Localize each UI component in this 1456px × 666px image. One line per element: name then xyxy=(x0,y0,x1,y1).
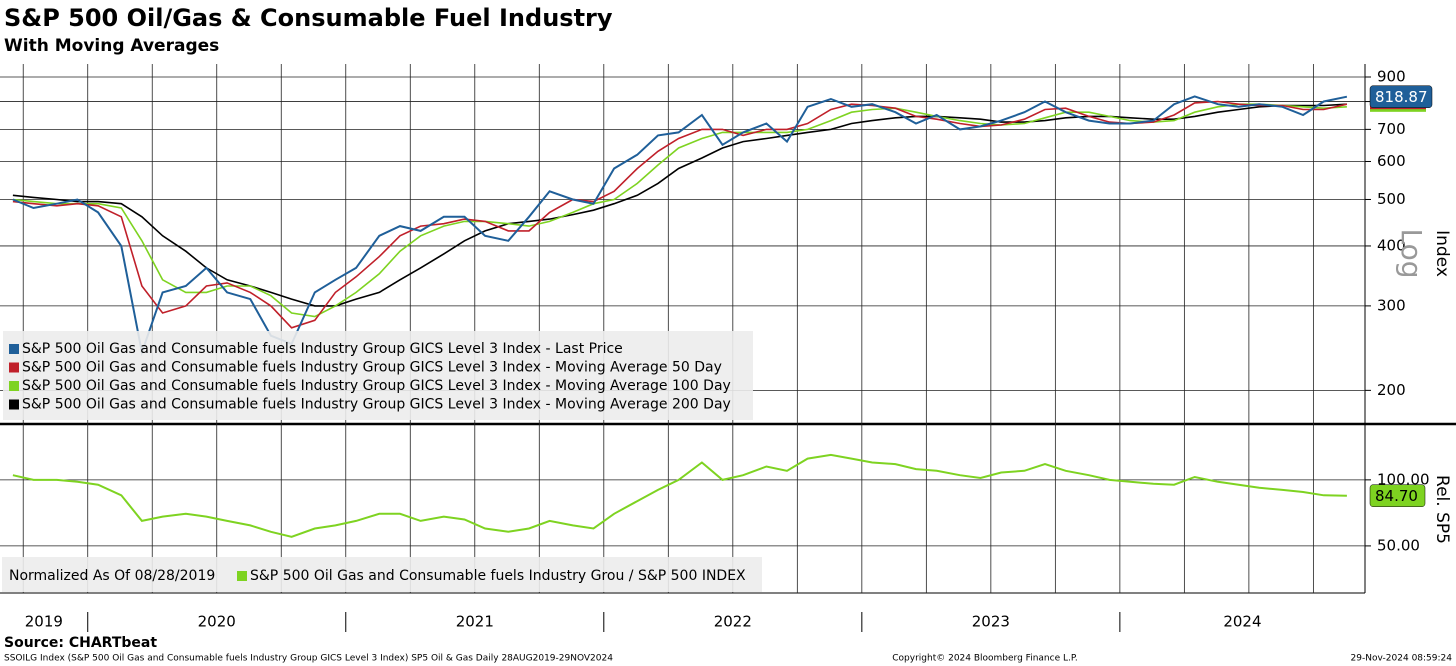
last-value-label: 818.87 xyxy=(1375,88,1428,106)
y-tick-label: 900 xyxy=(1377,68,1406,86)
legend-swatch xyxy=(9,381,19,391)
series-line xyxy=(12,95,1348,357)
y-tick-label: 100.00 xyxy=(1377,470,1430,488)
x-tick-label: 2019 xyxy=(25,613,63,631)
legend-box xyxy=(3,331,753,420)
legend-label: S&P 500 Oil Gas and Consumable fuels Ind… xyxy=(250,568,746,584)
series-line xyxy=(12,453,1347,538)
series-line xyxy=(12,103,1347,307)
x-tick-label: 2020 xyxy=(198,613,236,631)
footer-center: Copyright© 2024 Bloomberg Finance L.P. xyxy=(892,654,1077,664)
x-tick-label: 2022 xyxy=(714,613,752,631)
legend-note: Normalized As Of 08/28/2019 xyxy=(9,568,215,584)
last-value-tag xyxy=(1369,484,1426,507)
y-axis-label: Index xyxy=(1432,230,1452,277)
grid-layer xyxy=(0,64,1371,632)
legend-swatch xyxy=(237,571,247,581)
y-tick-label: 50.00 xyxy=(1377,536,1420,554)
y-tick-label: 600 xyxy=(1377,152,1406,170)
last-value-label: 84.70 xyxy=(1375,487,1418,505)
scale-label: Log xyxy=(1395,228,1428,278)
legend-box xyxy=(2,557,762,592)
y-tick-label: 200 xyxy=(1377,381,1406,399)
y-tick-label: 400 xyxy=(1377,236,1406,254)
y-tick-label: 300 xyxy=(1377,296,1406,314)
legend-swatch xyxy=(9,399,19,410)
source: Source: CHARTbeat xyxy=(4,635,157,651)
label-layer: 200300400500600700800900818.87IndexLogS&… xyxy=(2,68,1452,631)
legend-label: S&P 500 Oil Gas and Consumable fuels Ind… xyxy=(22,378,731,394)
legend-swatch xyxy=(9,362,19,373)
last-value-tag xyxy=(1369,85,1433,108)
legend-label: S&P 500 Oil Gas and Consumable fuels Ind… xyxy=(22,397,731,413)
legend-swatch xyxy=(9,344,19,354)
legend-label: S&P 500 Oil Gas and Consumable fuels Ind… xyxy=(22,341,623,357)
x-tick-label: 2024 xyxy=(1223,613,1261,631)
chart-subtitle: With Moving Averages xyxy=(4,36,219,56)
legend-label: S&P 500 Oil Gas and Consumable fuels Ind… xyxy=(22,360,722,376)
y-tick-label: 500 xyxy=(1377,190,1406,208)
footer-left: SSOILG Index (S&P 500 Oil Gas and Consum… xyxy=(4,654,613,664)
footer-right: 29-Nov-2024 08:59:24 xyxy=(1351,654,1453,664)
y-axis-label: Rel. SP5 xyxy=(1432,475,1452,544)
x-tick-label: 2023 xyxy=(972,613,1010,631)
y-tick-label: 700 xyxy=(1377,120,1406,138)
x-tick-label: 2021 xyxy=(456,613,494,631)
chart-title: S&P 500 Oil/Gas & Consumable Fuel Indust… xyxy=(4,4,613,32)
